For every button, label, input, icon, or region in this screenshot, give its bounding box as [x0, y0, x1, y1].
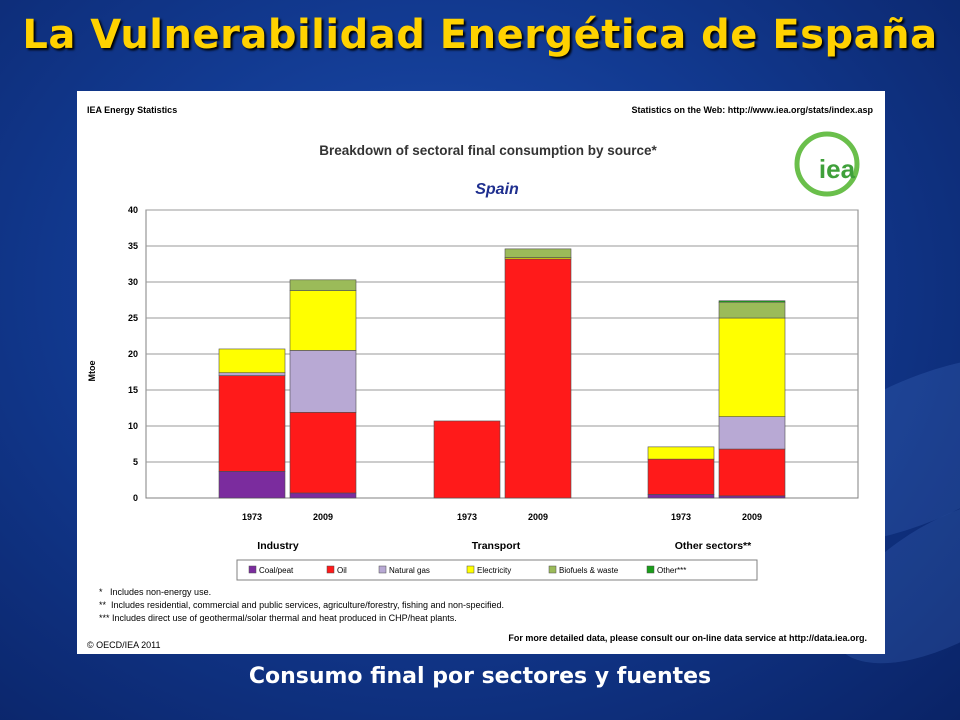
plot-area: 0 5 10 15 20 25 30 35 40 1973 2009 Industry 1973 2009…: [128, 205, 859, 552]
x-tick-label: 2009: [742, 512, 762, 522]
bar-segment-oil: [718, 448, 786, 497]
chart-panel: IEA Energy Statistics Statistics on the …: [77, 91, 885, 654]
group-label: Industry: [257, 540, 299, 552]
legend-label: Oil: [337, 566, 347, 575]
footnote-1: * Includes non-energy use.: [99, 587, 211, 597]
y-tick-label: 35: [128, 241, 138, 251]
iea-logo-text: iea: [819, 154, 856, 184]
legend-label: Other***: [657, 566, 686, 575]
legend-frame: [236, 559, 758, 581]
chart-title: Breakdown of sectoral final consumption …: [319, 143, 657, 158]
legend-swatch: [378, 565, 387, 574]
y-tick-label: 25: [128, 313, 138, 323]
sectoral-consumption-chart: IEA Energy Statistics Statistics on the …: [87, 105, 873, 650]
legend-swatch: [248, 565, 257, 574]
bar-segment-oil: [433, 420, 501, 499]
group-label: Transport: [472, 540, 521, 552]
bar-segment-biofuels-waste: [289, 279, 357, 291]
y-tick-label: 10: [128, 421, 138, 431]
y-tick-label: 15: [128, 385, 138, 395]
iea-logo: iea: [794, 131, 860, 197]
header-left: IEA Energy Statistics: [87, 105, 177, 115]
bar-segment-biofuels-waste: [504, 248, 572, 258]
chart-subtitle: Spain: [475, 181, 519, 198]
y-axis-label: Mtoe: [87, 361, 97, 382]
bar-segment-coal-peat: [218, 471, 286, 499]
x-tick-label: 2009: [528, 512, 548, 522]
y-tick-label: 5: [133, 457, 138, 467]
y-tick-label: 20: [128, 349, 138, 359]
bar-segment-coal-peat: [289, 492, 357, 499]
y-tick-label: 0: [133, 493, 138, 503]
group-label: Other sectors**: [675, 540, 752, 552]
bar-segment-oil: [289, 412, 357, 494]
footnote-3: *** Includes direct use of geothermal/so…: [99, 613, 457, 623]
x-tick-label: 2009: [313, 512, 333, 522]
footer-right: For more detailed data, please consult o…: [508, 633, 867, 643]
bar-segment-other: [718, 300, 786, 303]
legend: Coal/peat Oil Natural gas Electricity Biofue…: [236, 559, 758, 581]
bar-segment-oil: [647, 458, 715, 495]
y-tick-label: 40: [128, 205, 138, 215]
bar-segment-natural-gas: [718, 416, 786, 450]
x-tick-label: 1973: [671, 512, 691, 522]
slide-title: La Vulnerabilidad Energética de España: [22, 12, 938, 58]
header-right: Statistics on the Web: http://www.iea.or…: [631, 105, 873, 115]
legend-swatch: [326, 565, 335, 574]
slide-caption: Consumo final por sectores y fuentes: [248, 664, 712, 689]
legend-label: Coal/peat: [259, 566, 294, 575]
legend-label: Biofuels & waste: [559, 566, 619, 575]
copyright: © OECD/IEA 2011: [87, 640, 161, 650]
bar-segment-coal-peat: [718, 495, 786, 499]
footnote-2: ** Includes residential, commercial and …: [99, 600, 504, 610]
x-tick-label: 1973: [242, 512, 262, 522]
bar-segment-electricity: [647, 446, 715, 460]
y-tick-label: 30: [128, 277, 138, 287]
legend-swatch: [646, 565, 655, 574]
bar-segment-coal-peat: [647, 494, 715, 499]
bar-segment-electricity: [218, 348, 286, 374]
legend-label: Natural gas: [389, 566, 430, 575]
bar-segment-electricity: [718, 317, 786, 417]
legend-swatch: [548, 565, 557, 574]
legend-label: Electricity: [477, 566, 511, 575]
bar-segment-electricity: [289, 290, 357, 351]
bar-segment-natural-gas: [218, 372, 286, 376]
bar-segment-biofuels-waste: [718, 301, 786, 319]
bar-segment-oil: [218, 375, 286, 472]
legend-swatch: [466, 565, 475, 574]
bar-segment-oil: [504, 258, 572, 499]
bar-segment-natural-gas: [289, 350, 357, 413]
x-tick-label: 1973: [457, 512, 477, 522]
